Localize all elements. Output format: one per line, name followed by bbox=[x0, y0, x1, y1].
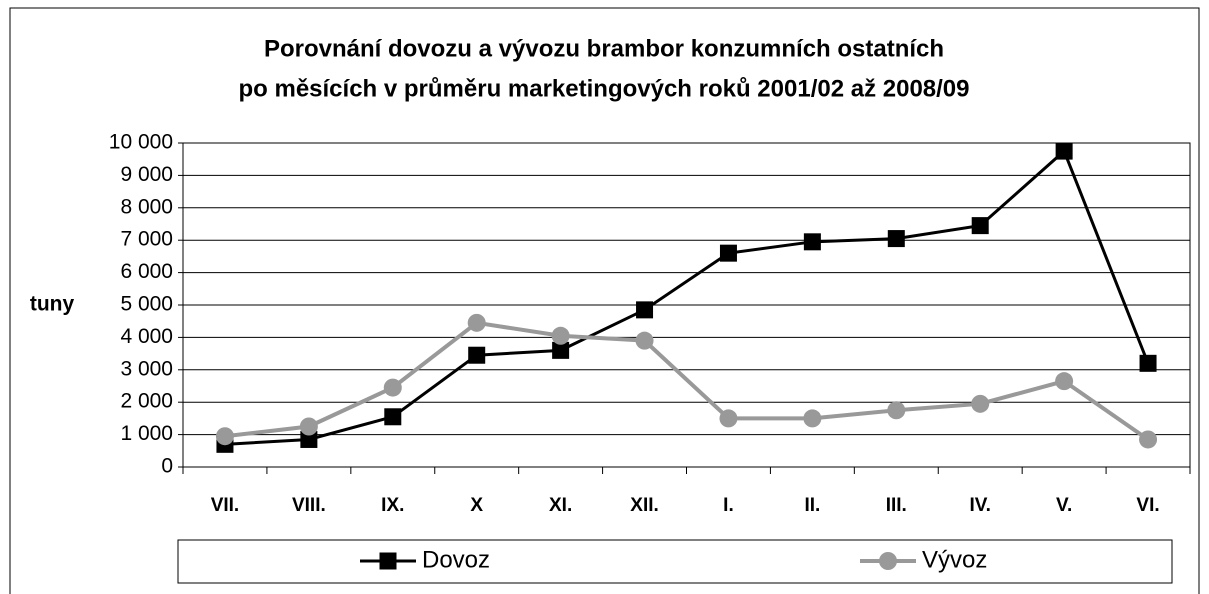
y-tick-label: 6 000 bbox=[120, 260, 173, 283]
y-tick-label: 8 000 bbox=[120, 195, 173, 218]
data-point bbox=[971, 394, 990, 413]
data-point bbox=[384, 408, 402, 426]
data-point bbox=[383, 378, 402, 397]
x-tick-label: XI. bbox=[549, 495, 572, 516]
chart-title: po měsících v průměru marketingových rok… bbox=[238, 75, 969, 102]
y-tick-label: 0 bbox=[161, 455, 173, 478]
data-point bbox=[468, 346, 486, 364]
x-tick-label: XII. bbox=[630, 495, 659, 516]
x-tick-label: X bbox=[470, 495, 483, 516]
y-tick-label: 9 000 bbox=[120, 163, 173, 186]
data-point bbox=[636, 301, 654, 319]
series-line bbox=[224, 148, 1150, 446]
y-tick-label: 3 000 bbox=[120, 357, 173, 380]
data-point bbox=[1139, 430, 1158, 449]
legend-marker bbox=[379, 552, 397, 570]
x-tick-label: V. bbox=[1056, 495, 1072, 516]
data-point bbox=[971, 217, 989, 235]
x-tick-label: IV. bbox=[969, 495, 991, 516]
data-point bbox=[887, 401, 906, 420]
x-tick-label: II. bbox=[804, 495, 820, 516]
data-point bbox=[1055, 142, 1073, 160]
y-tick-label: 7 000 bbox=[120, 228, 173, 251]
legend-box bbox=[177, 539, 1173, 584]
y-tick-label: 2 000 bbox=[120, 390, 173, 413]
x-tick-label: I. bbox=[723, 495, 734, 516]
chart-frame bbox=[9, 7, 1200, 594]
data-point bbox=[887, 230, 905, 248]
x-tick-label: VIII. bbox=[292, 495, 326, 516]
y-tick-label: 1 000 bbox=[120, 422, 173, 445]
legend-label: Vývoz bbox=[922, 546, 987, 573]
x-tick-label: VI. bbox=[1136, 495, 1159, 516]
x-tick-label: VII. bbox=[211, 495, 240, 516]
y-axis-label: tuny bbox=[30, 293, 75, 316]
data-point bbox=[635, 331, 654, 350]
data-point bbox=[1055, 372, 1074, 391]
chart-title: Porovnání dovozu a vývozu brambor konzum… bbox=[264, 35, 944, 62]
series-line bbox=[224, 320, 1150, 442]
data-point bbox=[719, 244, 737, 262]
data-point bbox=[803, 233, 821, 251]
y-tick-label: 10 000 bbox=[109, 131, 173, 154]
data-point bbox=[467, 313, 486, 332]
legend-marker bbox=[879, 552, 897, 570]
x-tick-label: IX. bbox=[381, 495, 404, 516]
x-tick-label: III. bbox=[886, 495, 907, 516]
legend-label: Dovoz bbox=[422, 546, 490, 573]
data-point bbox=[803, 409, 822, 428]
data-point bbox=[719, 409, 738, 428]
data-point bbox=[299, 417, 318, 436]
data-point bbox=[1139, 354, 1157, 372]
data-point bbox=[215, 427, 234, 446]
y-tick-label: 4 000 bbox=[120, 325, 173, 348]
data-point bbox=[551, 326, 570, 345]
y-tick-label: 5 000 bbox=[120, 293, 173, 316]
